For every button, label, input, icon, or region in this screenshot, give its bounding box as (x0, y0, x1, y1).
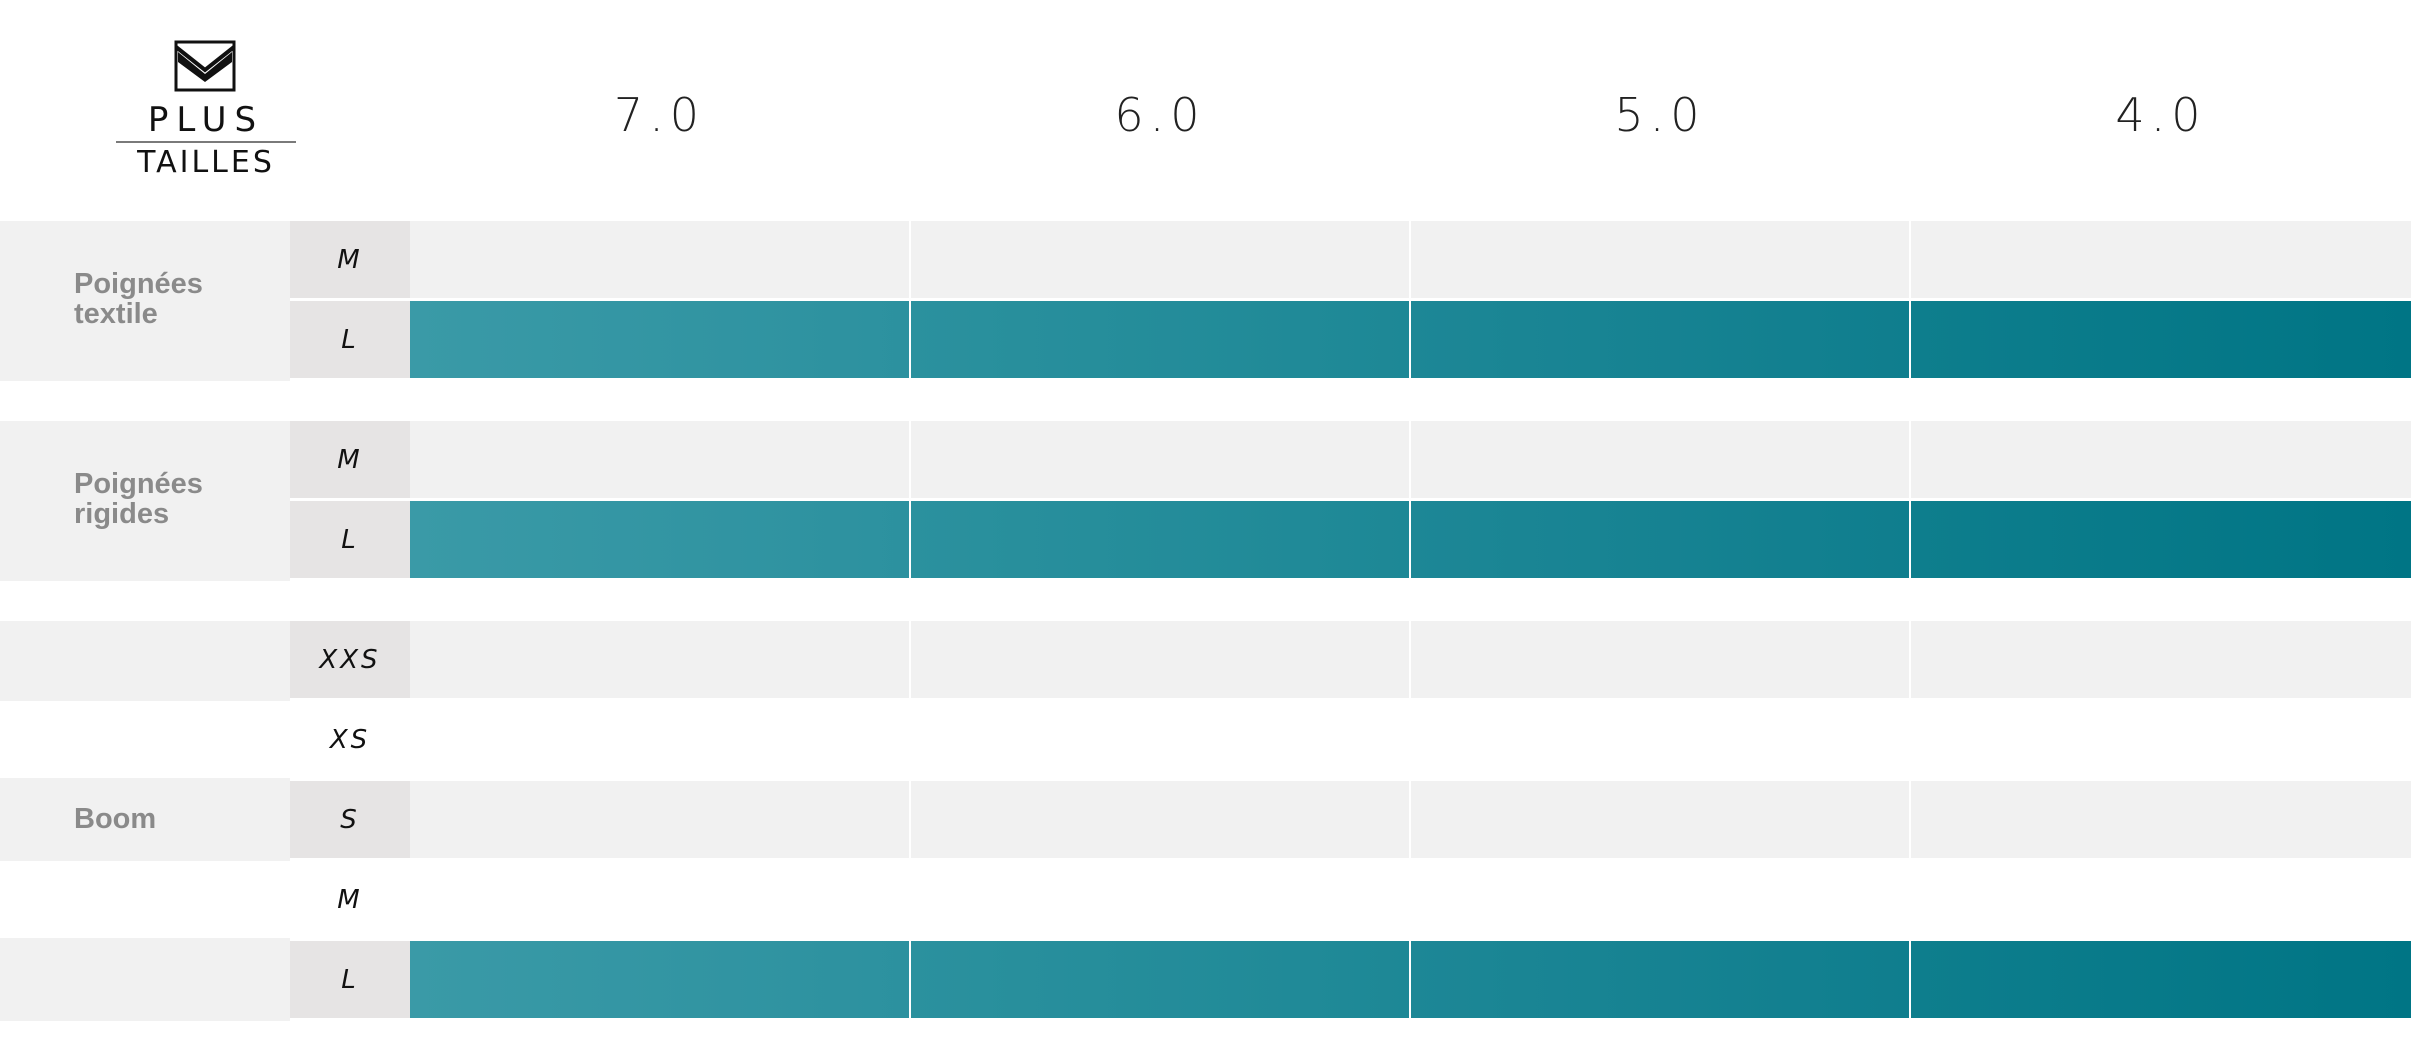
availability-cell-empty (911, 861, 1409, 938)
group-label: Boom (74, 804, 156, 834)
logo-top-text: PLUS (147, 100, 265, 140)
group-label: Poignées textile (74, 269, 203, 329)
logo-bottom-text: TAILLES (137, 145, 275, 180)
availability-cell-empty (1411, 621, 1909, 698)
size-label-l: L (290, 941, 410, 1018)
group-label-line: Poignées (74, 468, 203, 500)
availability-cell-empty (1911, 421, 2411, 498)
size-label-l: L (290, 301, 410, 378)
column-header-5-0: 5.0 (1614, 88, 1706, 142)
availability-cell-filled (1911, 941, 2411, 1018)
availability-cell-empty (410, 781, 909, 858)
availability-cell-filled (410, 301, 909, 378)
column-header-7-0: 7.0 (613, 88, 706, 142)
row-band (0, 861, 290, 938)
availability-cell-filled (911, 941, 1409, 1018)
availability-cell-empty (911, 701, 1409, 778)
size-label-m: M (337, 884, 363, 915)
availability-cell-filled (1911, 501, 2411, 578)
availability-cell-empty (1911, 621, 2411, 698)
availability-cell-empty (410, 701, 909, 778)
column-header-6-0: 6.0 (1114, 88, 1206, 142)
availability-cell-empty (410, 421, 909, 498)
size-label-m: M (290, 221, 410, 298)
row-band (0, 701, 290, 778)
group-label-line: rigides (74, 498, 170, 530)
availability-cell-filled (410, 501, 909, 578)
availability-cell-empty (911, 421, 1409, 498)
availability-cell-empty (1411, 861, 1909, 938)
availability-cell-empty (1911, 221, 2411, 298)
group-label-line: Boom (74, 803, 157, 835)
availability-cell-filled (911, 301, 1409, 378)
availability-cell-empty (911, 621, 1409, 698)
group-label: Poignées rigides (74, 469, 203, 529)
availability-cell-empty (1411, 701, 1909, 778)
group-label-line: Poignées (74, 268, 203, 300)
availability-cell-filled (911, 501, 1409, 578)
availability-cell-empty (1411, 221, 1909, 298)
availability-cell-empty (1411, 421, 1909, 498)
logo-divider (116, 141, 296, 143)
availability-cell-empty (1911, 861, 2411, 938)
size-label-xxs: XXS (290, 621, 410, 698)
availability-cell-empty (410, 621, 909, 698)
group-background (0, 221, 290, 381)
availability-cell-empty (1911, 701, 2411, 778)
availability-cell-filled (1911, 301, 2411, 378)
column-header-4-0: 4.0 (2115, 88, 2207, 142)
size-label-s: S (290, 781, 410, 858)
plus-tailles-logo: PLUS TAILLES (116, 40, 296, 185)
group-background (0, 621, 290, 1021)
availability-cell-filled (1411, 501, 1909, 578)
size-label-l: L (290, 501, 410, 578)
availability-cell-empty (911, 221, 1409, 298)
availability-cell-empty (410, 861, 909, 938)
availability-cell-filled (410, 941, 909, 1018)
group-label-line: textile (74, 298, 158, 330)
availability-cell-empty (1411, 781, 1909, 858)
availability-cell-empty (911, 781, 1409, 858)
envelope-icon (174, 40, 236, 92)
availability-cell-empty (1911, 781, 2411, 858)
size-label-m: M (290, 421, 410, 498)
group-background (0, 421, 290, 581)
size-label-xs: XS (329, 724, 371, 755)
availability-cell-empty (410, 221, 909, 298)
availability-cell-filled (1411, 301, 1909, 378)
availability-cell-filled (1411, 941, 1909, 1018)
